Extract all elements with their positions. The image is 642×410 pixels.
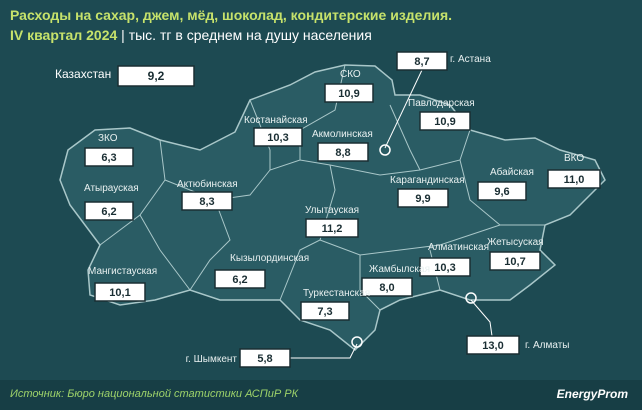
value-box [84,147,134,167]
region-name: г. Алматы [525,340,569,351]
country-outline [59,64,606,352]
value-box [547,169,601,189]
value-box [419,111,471,131]
region-name: Туркестанская [303,288,370,299]
value-box [300,301,350,321]
value-box [324,83,374,103]
region-name: Костанайская [244,115,308,126]
region-value: 8,0 [379,282,394,294]
value-box [477,181,527,201]
region-value: 10,1 [109,287,130,299]
value-box [466,335,520,355]
region-value: 11,0 [564,174,585,186]
title: Расходы на сахар, джем, мёд, шоколад, ко… [10,7,453,23]
astana-leader [384,69,423,149]
value-box [397,188,449,208]
region-name: г. Астана [450,54,491,65]
shymkent-marker [351,336,363,348]
value-box [305,218,359,238]
unit: | тыс. тг в среднем на душу населения [121,27,372,43]
region-value: 8,7 [414,56,429,68]
value-box [84,201,134,221]
value-box [361,277,413,297]
value-box [94,282,146,302]
region-value: 5,8 [257,353,272,365]
astana-marker [379,144,391,156]
region-value: 11,2 [322,223,343,235]
region-value: 8,8 [335,147,350,159]
region-value: 13,0 [482,340,503,352]
region-name: Улытауская [305,205,359,216]
region-value: 10,9 [434,116,455,128]
region-value: 9,9 [415,193,430,205]
region-value: 10,3 [267,132,288,144]
value-box [181,191,233,211]
region-name: Мангистауская [88,266,157,277]
map: Казахстан 9,2 СКО 10,9 г. Астана 8,7 Павлодарс… [55,51,606,368]
source: Источник: Бюро национальной статистики А… [10,388,299,400]
value-box [253,127,303,147]
shymkent-leader [290,343,358,359]
region-name: Павлодарская [408,98,475,109]
value-box [117,65,195,87]
region-value: 9,6 [494,186,509,198]
value-box [239,348,291,368]
region-name: ВКО [564,153,584,164]
region-value: 7,3 [317,306,332,318]
region-name: Кызылординская [230,253,309,264]
region-name: Жетысуская [487,237,544,248]
value-box [489,251,541,271]
region-name: г. Шымкент [186,354,238,365]
subtitle: IV квартал 2024 | тыс. тг в среднем на д… [10,27,372,43]
region-value: 6,2 [232,274,247,286]
almaty-leader [470,299,493,337]
region-value: 10,7 [504,256,525,268]
value-box [396,51,448,71]
period: IV квартал 2024 [10,27,118,43]
region-name: СКО [340,69,361,80]
value-box [419,257,471,277]
region-name: Абайская [490,166,534,178]
region-name: ЗКО [98,133,118,144]
value-box [214,269,266,289]
region-value: 10,9 [338,88,359,100]
region-name: Атырауская [84,183,139,194]
region-value: 9,2 [148,69,165,83]
region-value: 10,3 [434,262,455,274]
region-name: Акмолинская [312,129,373,140]
region-name: Актюбинская [177,178,238,190]
region-name: Казахстан [55,67,111,81]
region-value: 8,3 [199,196,214,208]
region-name: Карагандинская [390,175,465,186]
region-value: 6,2 [101,206,116,218]
region-value: 6,3 [101,152,116,164]
region-name: Жамбылская [369,263,430,275]
region-name: Алматинская [428,242,489,253]
value-box [317,142,369,162]
logo: EnergyProm [556,387,628,401]
almaty-marker [465,292,477,304]
footer: Источник: Бюро национальной статистики А… [0,380,642,410]
